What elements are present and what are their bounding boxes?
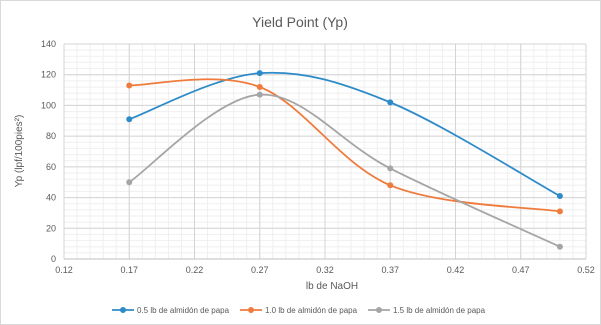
- y-tick-label: 100: [41, 100, 56, 110]
- y-axis-label: Yp (lpf/100pies²): [14, 115, 25, 188]
- series-line-3: [128, 93, 561, 248]
- legend-marker-2: [248, 307, 254, 313]
- y-tick-label: 0: [51, 254, 56, 264]
- data-point-series-3: [256, 91, 263, 98]
- chart-title: Yield Point (Yp): [252, 14, 348, 30]
- x-tick-label: 0.52: [577, 265, 595, 275]
- series-line-2: [129, 78, 561, 213]
- x-tick-label: 0.22: [186, 265, 204, 275]
- x-tick-label: 0.17: [120, 265, 138, 275]
- x-axis-label: lb de NaOH: [306, 281, 358, 292]
- data-point-series-3: [556, 243, 563, 250]
- x-tick-labels: 0.12 0.17 0.22 0.27 0.32 0.37 0.42 0.47 0.52: [55, 265, 595, 275]
- series-line-1: [128, 71, 561, 197]
- data-point-series-1: [126, 116, 133, 123]
- legend-label-2: 1.0 lb de almidón de papa: [265, 306, 358, 315]
- y-tick-label: 120: [41, 70, 56, 80]
- series-lines: [126, 70, 563, 250]
- grid: [63, 43, 587, 260]
- data-point-series-2: [387, 182, 394, 189]
- x-tick-label: 0.47: [512, 265, 530, 275]
- legend-marker-1: [120, 307, 126, 313]
- data-point-series-3: [126, 179, 133, 186]
- x-tick-label: 0.37: [381, 265, 399, 275]
- legend: 0.5 lb de almidón de papa 1.0 lb de almid…: [112, 306, 486, 315]
- y-tick-label: 140: [41, 39, 56, 49]
- data-point-series-2: [126, 82, 133, 89]
- data-point-series-1: [556, 193, 563, 200]
- x-tick-label: 0.12: [55, 265, 73, 275]
- x-tick-label: 0.42: [447, 265, 465, 275]
- data-point-series-1: [387, 99, 394, 106]
- data-point-series-3: [387, 165, 394, 172]
- y-tick-labels: 0 20 40 60 80 100 120 140: [41, 39, 56, 264]
- y-tick-label: 60: [46, 162, 56, 172]
- legend-label-3: 1.5 lb de almidón de papa: [393, 306, 486, 315]
- y-tick-label: 20: [46, 223, 56, 233]
- legend-label-1: 0.5 lb de almidón de papa: [137, 306, 230, 315]
- data-point-series-2: [256, 84, 263, 90]
- y-tick-label: 80: [46, 131, 56, 141]
- legend-marker-3: [376, 307, 382, 313]
- data-point-series-1: [256, 70, 263, 77]
- x-tick-label: 0.27: [251, 265, 269, 275]
- data-point-series-2: [556, 208, 563, 215]
- y-tick-label: 40: [46, 193, 56, 203]
- x-tick-label: 0.32: [316, 265, 334, 275]
